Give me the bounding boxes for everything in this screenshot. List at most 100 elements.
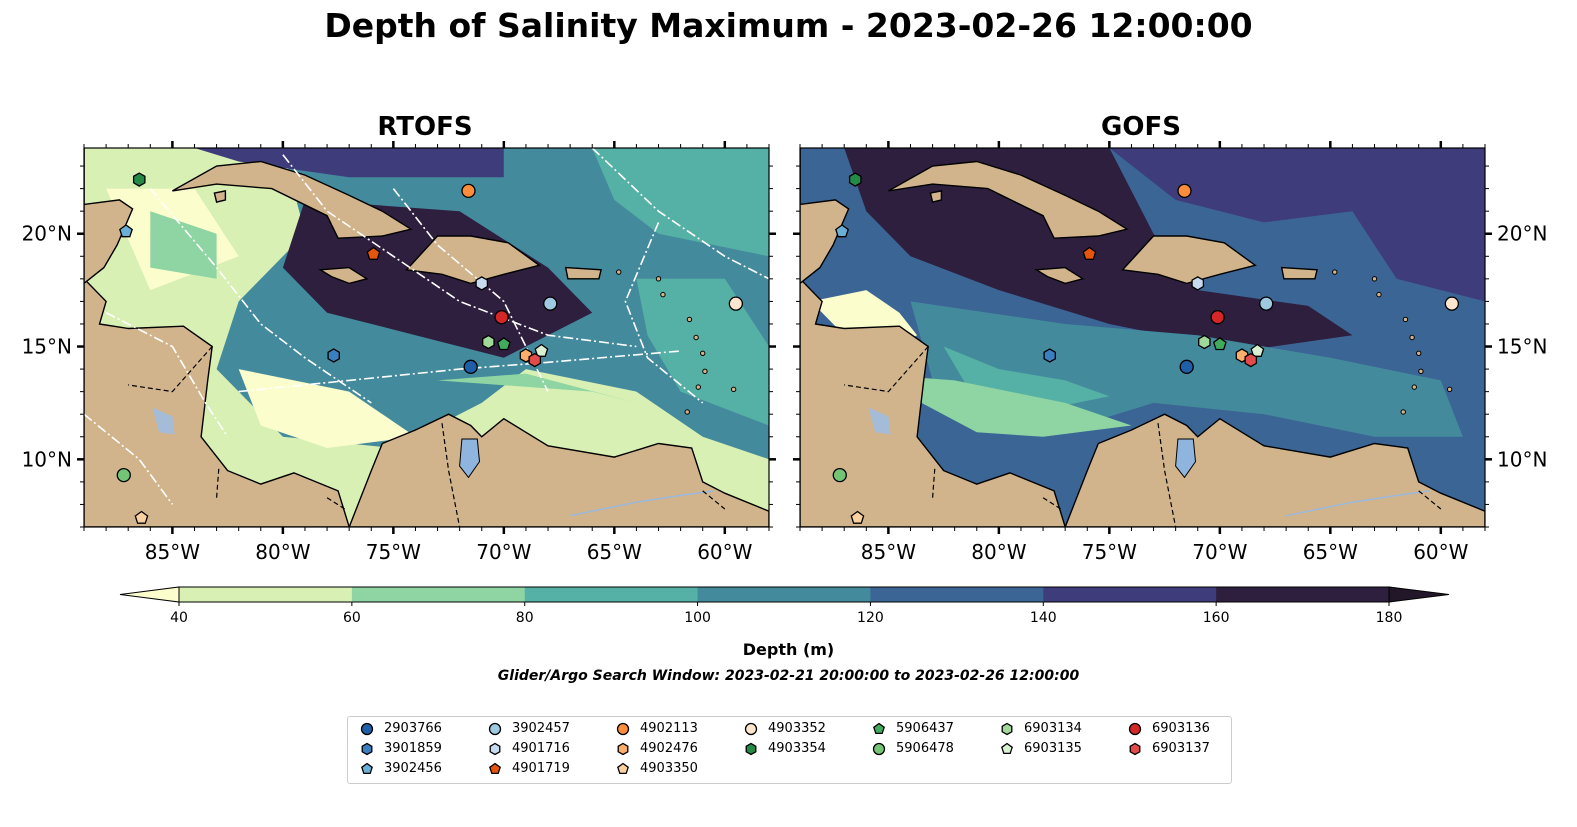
legend-marker-6903137 xyxy=(1129,742,1141,755)
colorbar-tick-label: 120 xyxy=(857,610,884,626)
river xyxy=(569,490,714,517)
map-rtofs: 85°W 80°W 75°W 70°W 65°W 60°W 20°N 15°N 10°N xyxy=(22,141,776,564)
lake-maracaibo xyxy=(459,438,481,479)
lat-tick-label: 15°N xyxy=(22,335,72,359)
legend-item-4902476: 4902476 xyxy=(616,740,698,758)
legend-marker-5906437 xyxy=(873,722,885,734)
map-frame xyxy=(83,147,770,528)
lon-tick-label: 85°W xyxy=(145,540,200,564)
colorbar-over-arrow xyxy=(1388,586,1450,603)
lat-tick-label: 15°N xyxy=(1497,335,1547,359)
legend-marker-icon xyxy=(488,722,502,735)
legend-marker-icon xyxy=(1129,742,1141,755)
lon-tick-label: 75°W xyxy=(1082,540,1137,564)
colorbar-tick-label: 140 xyxy=(1030,610,1057,626)
float-marker-3901859 xyxy=(327,348,340,363)
legend-marker-icon xyxy=(616,722,630,735)
eez-boundary xyxy=(591,148,769,280)
lon-tick-label: 60°W xyxy=(1413,540,1468,564)
legend-marker-icon xyxy=(1001,722,1013,735)
island xyxy=(1416,350,1422,356)
lon-tick-label: 70°W xyxy=(1192,540,1247,564)
eez-boundary xyxy=(105,311,229,438)
float-marker-2903766 xyxy=(1179,359,1194,374)
legend-marker-6903134 xyxy=(1001,722,1013,735)
colorbar-tick-label: 160 xyxy=(1203,610,1230,626)
legend-marker-icon xyxy=(744,722,758,735)
lon-tick-label: 65°W xyxy=(587,540,642,564)
float-marker-4901716 xyxy=(1191,276,1205,291)
depth-region xyxy=(1308,148,1485,302)
legend-marker-icon xyxy=(361,742,373,755)
float-marker-6903135 xyxy=(534,343,549,357)
island xyxy=(1411,384,1417,390)
float-legend: 2903766 3901859 3902456 3902457 4901716 49017… xyxy=(347,716,1232,784)
legend-item-6903137: 6903137 xyxy=(1128,740,1210,758)
legend-marker-icon xyxy=(617,742,629,755)
depth-region xyxy=(1109,148,1353,223)
panel-title-rtofs: RTOFS xyxy=(377,112,473,142)
colorbar-tick-label: 80 xyxy=(516,610,534,626)
lake-nicaragua xyxy=(152,407,175,435)
depth-region xyxy=(844,148,1353,351)
colorbar-tick-label: 180 xyxy=(1376,610,1403,626)
depth-region xyxy=(866,373,1132,437)
island xyxy=(695,384,701,390)
island xyxy=(1332,269,1338,275)
land-jamaica xyxy=(1034,266,1085,285)
depth-region xyxy=(194,148,504,178)
legend-marker-4901719 xyxy=(489,762,501,774)
depth-region xyxy=(592,148,769,257)
country-border xyxy=(128,346,213,393)
float-marker-6903137 xyxy=(1244,352,1258,368)
legend-label: 3902456 xyxy=(384,761,442,776)
lon-tick-label: 60°W xyxy=(697,540,752,564)
colorbar-label: Depth (m) xyxy=(742,640,835,659)
island xyxy=(1371,276,1378,282)
eez-boundary xyxy=(282,154,637,348)
legend-label: 3901859 xyxy=(384,741,442,756)
search-window-text: Glider/Argo Search Window: 2023-02-21 20… xyxy=(497,668,1080,684)
island xyxy=(1376,291,1382,298)
land-puerto-rico xyxy=(1280,266,1318,280)
colorbar-segment xyxy=(1216,587,1390,602)
lake-nicaragua xyxy=(868,407,891,435)
figure-title: Depth of Salinity Maximum - 2023-02-26 1… xyxy=(324,6,1253,45)
island xyxy=(1418,368,1424,375)
legend-item-5906478: 5906478 xyxy=(872,740,954,758)
legend-marker-6903135 xyxy=(1001,742,1013,754)
eez-boundary xyxy=(149,188,372,404)
island xyxy=(655,276,662,282)
country-border xyxy=(844,346,929,393)
float-marker-3901859 xyxy=(1043,348,1056,363)
land-isla-juventud xyxy=(213,190,227,203)
colorbar-segment xyxy=(524,587,699,602)
float-marker-4902113 xyxy=(461,183,476,199)
float-marker-4902113 xyxy=(1177,183,1192,199)
legend-item-4902113: 4902113 xyxy=(616,720,698,738)
legend-label: 2903766 xyxy=(384,721,442,736)
legend-item-4903352: 4903352 xyxy=(744,720,826,738)
island xyxy=(684,409,690,415)
depth-region xyxy=(282,199,593,358)
float-marker-3902457 xyxy=(543,296,558,311)
legend-marker-4902113 xyxy=(616,722,630,735)
float-marker-2903766 xyxy=(463,359,478,374)
legend-item-3902457: 3902457 xyxy=(488,720,570,738)
legend-marker-4903352 xyxy=(744,722,758,735)
depth-region xyxy=(150,211,217,279)
island xyxy=(702,368,708,375)
depth-region xyxy=(84,148,769,527)
legend-label: 6903136 xyxy=(1152,721,1210,736)
lat-tick-label: 20°N xyxy=(1497,222,1547,246)
lat-tick-label: 20°N xyxy=(22,222,72,246)
legend-item-4901716: 4901716 xyxy=(488,740,570,758)
float-marker-5906478 xyxy=(116,467,131,483)
island xyxy=(693,334,699,341)
colorbar-segment xyxy=(1043,587,1217,602)
float-marker-4901719 xyxy=(366,246,381,260)
legend-label: 4901719 xyxy=(512,761,570,776)
island xyxy=(1402,316,1409,323)
legend-marker-icon xyxy=(617,762,629,774)
float-marker-6903137 xyxy=(528,352,542,368)
